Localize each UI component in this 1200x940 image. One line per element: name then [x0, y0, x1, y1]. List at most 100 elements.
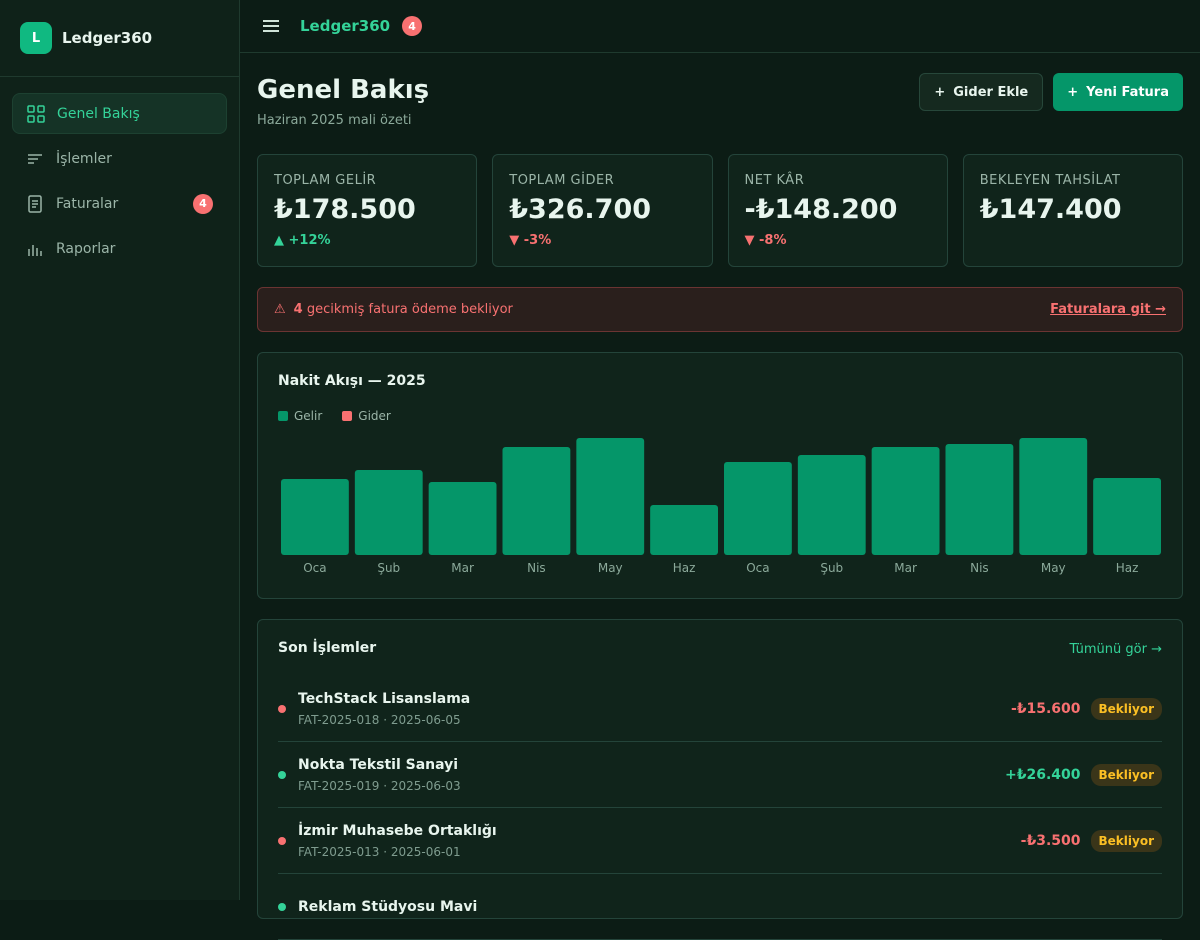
x-tick-label: Oca: [303, 561, 326, 575]
plus: +: [934, 84, 946, 100]
legend-label: Gider: [358, 409, 391, 423]
kpi-card: TOPLAM GİDER ₺326.700 ▼ -3%: [492, 154, 713, 267]
x-tick-label: Mar: [894, 561, 917, 575]
kpi-value: -₺148.200: [744, 194, 898, 225]
kpi-change-value: -8%: [759, 233, 787, 248]
x-tick-label: Mar: [451, 561, 474, 575]
x-tick-label: Haz: [673, 561, 696, 575]
chart-card: Nakit Akışı — 2025 Gelir Gider Oca Şub Mar N…: [257, 352, 1183, 599]
transactions-title: Son İşlemler: [278, 640, 377, 656]
x-tick-label: Şub: [820, 561, 843, 575]
status-badge: Bekliyor: [1090, 697, 1162, 720]
alert: ⚠ 4 gecikmiş fatura ödeme bekliyor Fatur…: [257, 287, 1183, 332]
bar: [428, 482, 497, 555]
menu-icon[interactable]: [262, 17, 280, 35]
chart: Oca Şub Mar Nis May Haz Oca Şub Mar Nis May Haz: [281, 438, 1161, 575]
status-dot: [278, 902, 286, 911]
nav-label: Faturalar: [56, 195, 119, 212]
brand: L Ledger360: [0, 0, 239, 77]
plus: +: [1067, 84, 1079, 100]
bar: [797, 455, 866, 555]
trend-icon: ▲: [274, 233, 289, 248]
sidebar: L Ledger360 Genel Bakış İşlemler Faturalar…: [0, 0, 240, 900]
status-dot: [278, 836, 286, 845]
button[interactable]: + Gider Ekle: [919, 73, 1044, 111]
logo: L: [20, 22, 52, 54]
transactions-link[interactable]: Tümünü gör →: [1069, 642, 1163, 657]
transaction-text: TechStack Lisanslama FAT-2025-018 · 2025-…: [298, 691, 470, 727]
status-badge: Bekliyor: [1090, 829, 1162, 852]
bar: [945, 444, 1014, 555]
trend-icon: ▼: [744, 233, 760, 248]
transaction-name: Nokta Tekstil Sanayi: [298, 756, 459, 773]
kpi-value: ₺147.400: [979, 194, 1122, 225]
page-subtitle: Haziran 2025 mali özeti: [257, 113, 412, 128]
bar: [1019, 438, 1088, 555]
transaction-row[interactable]: Nokta Tekstil Sanayi FAT-2025-019 · 2025-…: [278, 742, 1162, 808]
x-tick-label: Şub: [377, 561, 400, 575]
page-title: Genel Bakış: [257, 75, 430, 105]
legend-swatch: [342, 411, 353, 421]
transaction-text: Nokta Tekstil Sanayi FAT-2025-019 · 2025-…: [298, 757, 461, 793]
bar: [724, 462, 792, 555]
alert-text: 4 gecikmiş fatura ödeme bekliyor: [294, 302, 513, 317]
kpi-change-value: +12%: [288, 233, 331, 248]
x-tick-label: Nis: [527, 561, 546, 575]
kpi-change: ▼ -3%: [509, 233, 695, 248]
nav-label: Genel Bakış: [57, 105, 140, 122]
kpi-row: TOPLAM GELİR ₺178.500 ▲ +12% TOPLAM GİDER ₺3…: [257, 154, 1183, 267]
kpi-label: NET KÂR: [744, 173, 805, 188]
nav-item[interactable]: Faturalar 4: [12, 183, 227, 224]
actions: + Gider Ekle + Yeni Fatura: [919, 73, 1183, 111]
nav-item[interactable]: İşlemler: [12, 138, 227, 179]
nav-label: İşlemler: [56, 150, 112, 167]
transaction-row[interactable]: TechStack Lisanslama FAT-2025-018 · 2025-…: [278, 676, 1162, 742]
chart-title: Nakit Akışı — 2025: [278, 373, 426, 389]
transaction-meta: FAT-2025-019 · 2025-06-03: [298, 778, 461, 793]
transaction-row[interactable]: Reklam Stüdyosu Mavi: [278, 874, 1162, 940]
transaction-name: Reklam Stüdyosu Mavi: [298, 898, 478, 915]
topbar-title: Ledger360: [300, 17, 391, 35]
legend-label: Gelir: [294, 409, 323, 423]
transaction-row[interactable]: İzmir Muhasebe Ortaklığı FAT-2025-013 · 2…: [278, 808, 1162, 874]
status-dot: [278, 704, 286, 713]
kpi-label: TOPLAM GELİR: [274, 173, 377, 188]
notification-badge[interactable]: 4: [402, 16, 423, 36]
kpi-card: NET KÂR -₺148.200 ▼ -8%: [727, 154, 948, 267]
main: Genel Bakış Haziran 2025 mali özeti + Gid…: [257, 53, 1183, 940]
transaction-name: TechStack Lisanslama: [298, 690, 471, 707]
transaction-name: İzmir Muhasebe Ortaklığı: [298, 822, 497, 839]
transaction-amount: +₺26.400: [1005, 766, 1081, 783]
bar: [871, 447, 940, 555]
legend-swatch: [278, 411, 288, 421]
x-tick-label: Nis: [970, 561, 989, 575]
kpi-value: ₺326.700: [509, 194, 652, 225]
transaction-text: İzmir Muhasebe Ortaklığı FAT-2025-013 · 2…: [298, 823, 497, 859]
topbar: Ledger360 4: [240, 0, 1200, 53]
transaction-meta: FAT-2025-013 · 2025-06-01: [298, 844, 461, 859]
alert-link[interactable]: Faturalara git →: [1050, 302, 1166, 317]
transaction-text: Reklam Stüdyosu Mavi: [298, 899, 477, 915]
kpi-change-value: -3%: [523, 233, 552, 248]
nav-item[interactable]: Raporlar: [12, 228, 227, 269]
kpi-card: BEKLEYEN TAHSİLAT ₺147.400: [962, 154, 1183, 267]
legend-item: Gider: [342, 409, 391, 423]
button-label: Yeni Fatura: [1086, 84, 1169, 100]
nav-item[interactable]: Genel Bakış: [12, 93, 227, 134]
brand-name: Ledger360: [62, 29, 153, 47]
legend-item: Gelir: [278, 409, 322, 423]
nav-badge: 4: [193, 193, 213, 214]
x-tick-label: May: [598, 561, 623, 575]
nav: Genel Bakış İşlemler Faturalar 4 Raporlar: [0, 77, 239, 289]
bar: [650, 505, 718, 555]
x-tick-label: Haz: [1116, 561, 1139, 575]
button-label: Gider Ekle: [953, 84, 1029, 100]
button[interactable]: + Yeni Fatura: [1053, 73, 1183, 111]
alert-message: gecikmiş fatura ödeme bekliyor: [306, 302, 513, 317]
kpi-card: TOPLAM GELİR ₺178.500 ▲ +12%: [257, 154, 478, 267]
status-dot: [278, 770, 286, 779]
nav-icon: [28, 194, 42, 213]
kpi-change: ▼ -8%: [745, 233, 931, 248]
